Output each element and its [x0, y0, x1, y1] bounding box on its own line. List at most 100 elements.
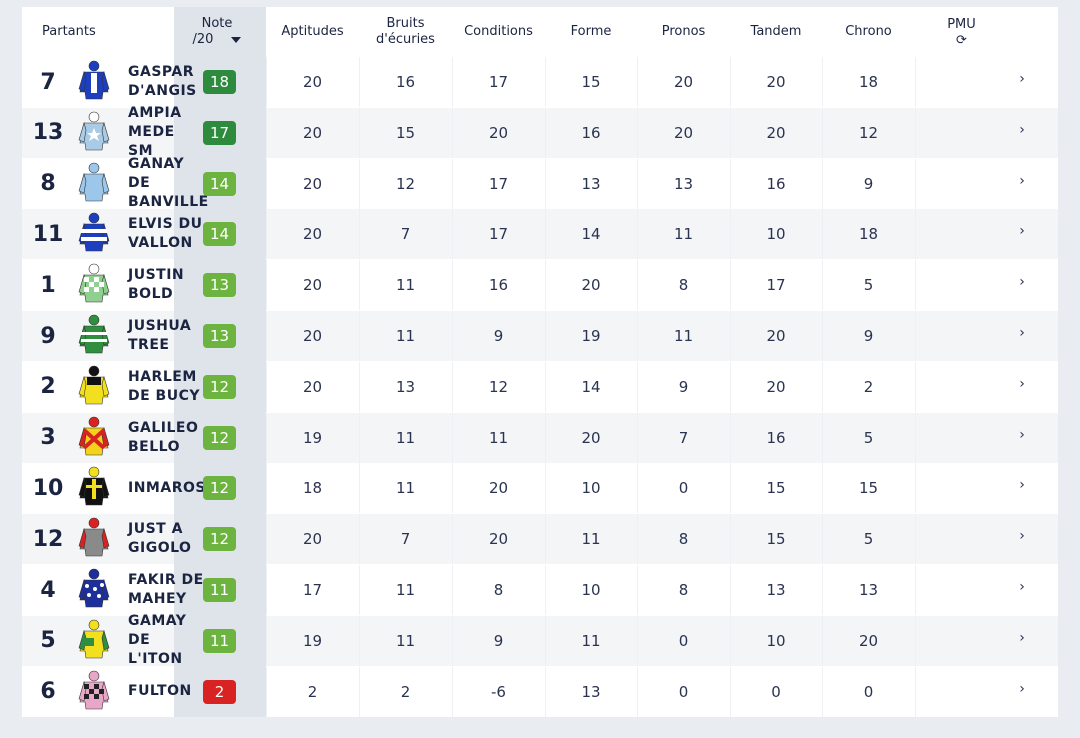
- note-badge: 14: [203, 171, 236, 196]
- header-pronos[interactable]: Pronos: [661, 24, 706, 39]
- score-pronos: 0: [678, 682, 689, 701]
- column-separator: [915, 615, 916, 666]
- column-separator: [545, 514, 546, 565]
- column-separator: [452, 463, 453, 514]
- jockey-silk-icon: [76, 618, 112, 664]
- chevron-right-icon[interactable]: ›: [1019, 680, 1025, 697]
- column-separator: [637, 209, 638, 260]
- jockey-silk-icon: [76, 669, 112, 715]
- column-separator: [637, 361, 638, 412]
- table-row[interactable]: 8 GANAY DE BANVILLE 14 20 12 17 13 13 16 9 ›: [22, 156, 1058, 211]
- column-separator: [359, 57, 360, 107]
- horse-name[interactable]: JUSHUA TREE: [128, 318, 192, 353]
- table-row[interactable]: 11 ELVIS DU VALLON 14 20 7 17 14 11 10 18 ›: [22, 209, 1058, 260]
- jockey-silk-icon: [76, 262, 112, 308]
- column-separator: [266, 514, 267, 565]
- horse-name[interactable]: JUSTIN BOLD: [128, 267, 185, 303]
- chevron-right-icon[interactable]: ›: [1019, 426, 1025, 443]
- column-separator: [266, 158, 267, 209]
- score-pronos: 9: [678, 377, 689, 396]
- column-separator: [730, 107, 731, 158]
- horse-name[interactable]: GAMAY DE L'ITON: [128, 613, 187, 668]
- column-separator: [637, 514, 638, 565]
- table-row[interactable]: 9 JUSHUA TREE 13 20 11 9 19 11 20 9 ›: [22, 311, 1058, 361]
- horse-number: 5: [40, 628, 56, 654]
- column-separator: [915, 158, 916, 209]
- score-chrono: 18: [858, 73, 879, 91]
- header-bruits[interactable]: Bruits d'écuries: [359, 7, 452, 57]
- header-chrono[interactable]: Chrono: [845, 24, 892, 39]
- chevron-right-icon[interactable]: ›: [1019, 325, 1025, 341]
- chevron-right-icon[interactable]: ›: [1019, 477, 1025, 494]
- horse-name[interactable]: ELVIS DU VALLON: [128, 216, 203, 252]
- horse-name[interactable]: FAKIR DE MAHEY: [128, 572, 204, 607]
- jockey-silk-icon: [76, 161, 112, 207]
- chevron-right-icon[interactable]: ›: [1019, 528, 1025, 545]
- column-separator: [359, 463, 360, 514]
- score-conditions: 17: [488, 174, 509, 193]
- score-conditions: 11: [488, 428, 509, 447]
- header-partants[interactable]: Partants: [42, 24, 96, 39]
- table-row[interactable]: 3 GALILEO BELLO 12 19 11 11 20 7 16 5 ›: [22, 412, 1058, 463]
- column-separator: [452, 260, 453, 311]
- table-row[interactable]: 2 HARLEM DE BUCY 12 20 13 12 14 9 20 2 ›: [22, 361, 1058, 412]
- column-separator: [452, 615, 453, 666]
- column-separator: [915, 209, 916, 260]
- horse-number: 2: [40, 374, 56, 400]
- column-separator: [915, 107, 916, 158]
- score-bruits: 11: [395, 276, 416, 295]
- column-separator: [359, 361, 360, 412]
- jockey-silk-icon: [76, 211, 112, 257]
- header-tandem[interactable]: Tandem: [750, 24, 802, 39]
- chevron-right-icon[interactable]: ›: [1019, 375, 1025, 392]
- horse-name[interactable]: FULTON: [128, 683, 192, 700]
- column-separator: [545, 311, 546, 361]
- header-conditions[interactable]: Conditions: [464, 24, 533, 39]
- column-separator: [266, 57, 267, 107]
- column-separator: [730, 412, 731, 463]
- chevron-right-icon[interactable]: ›: [1019, 274, 1025, 291]
- header-note-sort[interactable]: Note /20: [182, 7, 252, 57]
- column-separator: [266, 107, 267, 158]
- header-forme[interactable]: Forme: [570, 24, 612, 39]
- score-forme: 15: [581, 73, 601, 91]
- table-row[interactable]: 12 JUST A GIGOLO 12 20 7 20 11 8 15 5 ›: [22, 514, 1058, 565]
- table-row[interactable]: 5 GAMAY DE L'ITON 11 19 11 9 11 0 10 20 ›: [22, 613, 1058, 668]
- horse-name[interactable]: JUST A GIGOLO: [128, 521, 192, 557]
- header-pmu[interactable]: PMU ⟳: [915, 7, 1008, 57]
- table-row[interactable]: 6 FULTON 2 2 2 -6 13 0 0 0 ›: [22, 666, 1058, 717]
- horse-name[interactable]: GALILEO BELLO: [128, 419, 199, 455]
- chevron-right-icon[interactable]: ›: [1019, 71, 1025, 87]
- table-row[interactable]: 13 AMPIA MEDE SM 17 20 15 20 16 20 20 12 ›: [22, 105, 1058, 160]
- score-pronos: 8: [678, 276, 689, 295]
- header-bruits-line2: d'écuries: [376, 32, 435, 47]
- horse-name[interactable]: INMAROSA: [128, 479, 218, 496]
- horse-name[interactable]: GANAY DE BANVILLE: [128, 156, 209, 211]
- horse-name[interactable]: GASPAR D'ANGIS: [128, 64, 197, 99]
- chevron-right-icon[interactable]: ›: [1019, 223, 1025, 240]
- chevron-right-icon[interactable]: ›: [1019, 629, 1025, 646]
- table-row[interactable]: 10 INMAROSA 12 18 11 20 10 0 15 15 ›: [22, 463, 1058, 514]
- horse-name[interactable]: HARLEM DE BUCY: [128, 368, 201, 404]
- horse-name[interactable]: AMPIA MEDE SM: [128, 105, 182, 160]
- column-separator: [822, 107, 823, 158]
- header-aptitudes[interactable]: Aptitudes: [281, 24, 344, 39]
- column-separator: [915, 57, 916, 107]
- score-bruits: 16: [395, 73, 416, 91]
- score-tandem: 13: [766, 581, 786, 599]
- chevron-right-icon[interactable]: ›: [1019, 579, 1025, 595]
- score-aptitudes: 19: [302, 428, 323, 447]
- score-tandem: 15: [766, 479, 786, 498]
- table-row[interactable]: 4 FAKIR DE MAHEY 11 17 11 8 10 8 13 13 ›: [22, 565, 1058, 615]
- column-separator: [822, 311, 823, 361]
- chevron-right-icon[interactable]: ›: [1019, 172, 1025, 189]
- column-separator: [822, 361, 823, 412]
- score-conditions: 9: [493, 631, 504, 650]
- refresh-icon[interactable]: ⟳: [956, 32, 967, 48]
- table-row[interactable]: 7 GASPAR D'ANGIS 18 20 16 17 15 20 20 18 ›: [22, 57, 1058, 107]
- table-row[interactable]: 1 JUSTIN BOLD 13 20 11 16 20 8 17 5 ›: [22, 260, 1058, 311]
- column-separator: [730, 565, 731, 615]
- column-separator: [545, 615, 546, 666]
- score-bruits: 15: [395, 123, 416, 142]
- chevron-right-icon[interactable]: ›: [1019, 121, 1025, 138]
